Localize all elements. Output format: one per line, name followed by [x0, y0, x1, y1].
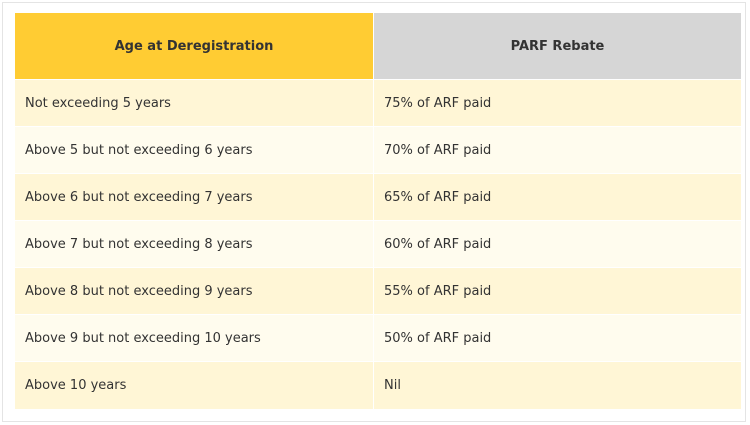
- age-cell: Not exceeding 5 years: [15, 79, 374, 127]
- table-row: Above 8 but not exceeding 9 years 55% of…: [15, 267, 741, 315]
- table-row: Not exceeding 5 years 75% of ARF paid: [15, 79, 741, 127]
- table-row: Above 6 but not exceeding 7 years 65% of…: [15, 173, 741, 221]
- age-cell: Above 10 years: [15, 361, 374, 409]
- table-header: Age at Deregistration PARF Rebate: [15, 13, 741, 80]
- rebate-cell: Nil: [373, 361, 741, 409]
- parf-rebate-table: Age at Deregistration PARF Rebate Not ex…: [15, 13, 741, 409]
- rebate-cell: 65% of ARF paid: [373, 173, 741, 221]
- table-row: Above 5 but not exceeding 6 years 70% of…: [15, 126, 741, 174]
- header-row: Age at Deregistration PARF Rebate: [15, 13, 741, 80]
- table-body: Not exceeding 5 years 75% of ARF paid Ab…: [15, 79, 741, 409]
- rebate-cell: 55% of ARF paid: [373, 267, 741, 315]
- table-row: Above 7 but not exceeding 8 years 60% of…: [15, 220, 741, 268]
- header-age-at-deregistration: Age at Deregistration: [15, 13, 374, 80]
- rebate-cell: 70% of ARF paid: [373, 126, 741, 174]
- age-cell: Above 8 but not exceeding 9 years: [15, 267, 374, 315]
- age-cell: Above 5 but not exceeding 6 years: [15, 126, 374, 174]
- table-row: Above 10 years Nil: [15, 361, 741, 409]
- rebate-cell: 50% of ARF paid: [373, 314, 741, 362]
- age-cell: Above 9 but not exceeding 10 years: [15, 314, 374, 362]
- rebate-cell: 60% of ARF paid: [373, 220, 741, 268]
- age-cell: Above 6 but not exceeding 7 years: [15, 173, 374, 221]
- rebate-cell: 75% of ARF paid: [373, 79, 741, 127]
- age-cell: Above 7 but not exceeding 8 years: [15, 220, 374, 268]
- table-row: Above 9 but not exceeding 10 years 50% o…: [15, 314, 741, 362]
- header-parf-rebate: PARF Rebate: [373, 13, 741, 80]
